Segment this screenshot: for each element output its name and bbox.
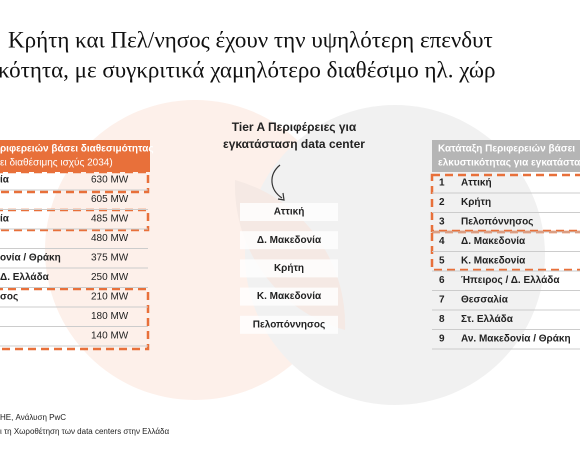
rank: 5: [439, 256, 445, 267]
item-bg: [240, 287, 338, 306]
tier-a-region: Αττική: [274, 207, 305, 218]
rank: 4: [439, 236, 445, 247]
capacity: 605 MW: [91, 194, 129, 205]
rank: 3: [439, 217, 445, 228]
region: Δ. Μακεδονία: [461, 236, 526, 247]
right-header: [432, 140, 580, 172]
rank: 9: [439, 334, 445, 345]
right-header-text: ελκυστικότητας για εγκατάστα: [438, 158, 580, 169]
left-header-text: ριφερειών βάσει διαθεσιμότητας: [0, 144, 154, 155]
left-header-text: ει διαθέσιμης ισχύς 2034): [0, 157, 113, 169]
capacity: 630 MW: [91, 175, 129, 186]
tier-a-region: Κ. Μακεδονία: [257, 291, 322, 302]
rank: 8: [439, 314, 445, 325]
rank: 2: [439, 197, 445, 208]
region: Θεσσαλία: [461, 295, 509, 306]
center-title: Tier A Περιφέρειες για: [232, 120, 357, 134]
center-title: εγκατάσταση data center: [223, 137, 365, 151]
item-bg: [240, 203, 338, 221]
region: ία: [0, 175, 10, 186]
rank: 7: [439, 295, 445, 306]
capacity: 375 MW: [91, 253, 129, 264]
region: ονία / Θράκη: [0, 253, 61, 264]
left-header: [0, 140, 150, 172]
capacity: 485 MW: [91, 214, 129, 225]
region: Στ. Ελλάδα: [461, 314, 514, 325]
region: σος: [0, 292, 18, 303]
tier-a-region: Δ. Μακεδονία: [257, 235, 322, 246]
right-header-text: Κατάταξη Περιφερειών βάσει: [438, 144, 575, 155]
title: κότητα, με συγκριτικά χαμηλότερο διαθέσι…: [0, 57, 496, 82]
region: Ήπειρος / Δ. Ελλάδα: [461, 275, 560, 286]
capacity: 250 MW: [91, 272, 129, 283]
tier-a-region: Πελοπόννησος: [253, 319, 325, 330]
capacity: 180 MW: [91, 311, 129, 322]
region: Δ. Ελλάδα: [0, 272, 50, 283]
rank: 1: [439, 178, 445, 189]
region: ία: [0, 214, 10, 225]
region: Αττική: [461, 178, 492, 189]
capacity: 210 MW: [91, 292, 129, 303]
item-bg: [240, 231, 338, 250]
title: Κρήτη και Πελ/νησος έχουν την υψηλότερη …: [8, 27, 493, 52]
item-bg: [240, 315, 338, 334]
region: Κρήτη: [461, 197, 491, 208]
capacity: 140 MW: [91, 331, 129, 342]
tier-a-region: Κρήτη: [274, 263, 304, 274]
region: Κ. Μακεδονία: [461, 256, 526, 267]
rank: 6: [439, 275, 445, 286]
capacity: 480 MW: [91, 233, 129, 244]
footnote: HE, Ανάλυση PwC: [0, 413, 66, 422]
arrow: [271, 164, 283, 199]
item-bg: [240, 259, 338, 278]
region: Αν. Μακεδονία / Θράκη: [461, 334, 571, 345]
arrow-head: [277, 192, 285, 201]
region: Πελοπόννησος: [461, 217, 533, 228]
footnote: ι τη Χωροθέτηση των data centers στην Ελ…: [0, 427, 169, 436]
